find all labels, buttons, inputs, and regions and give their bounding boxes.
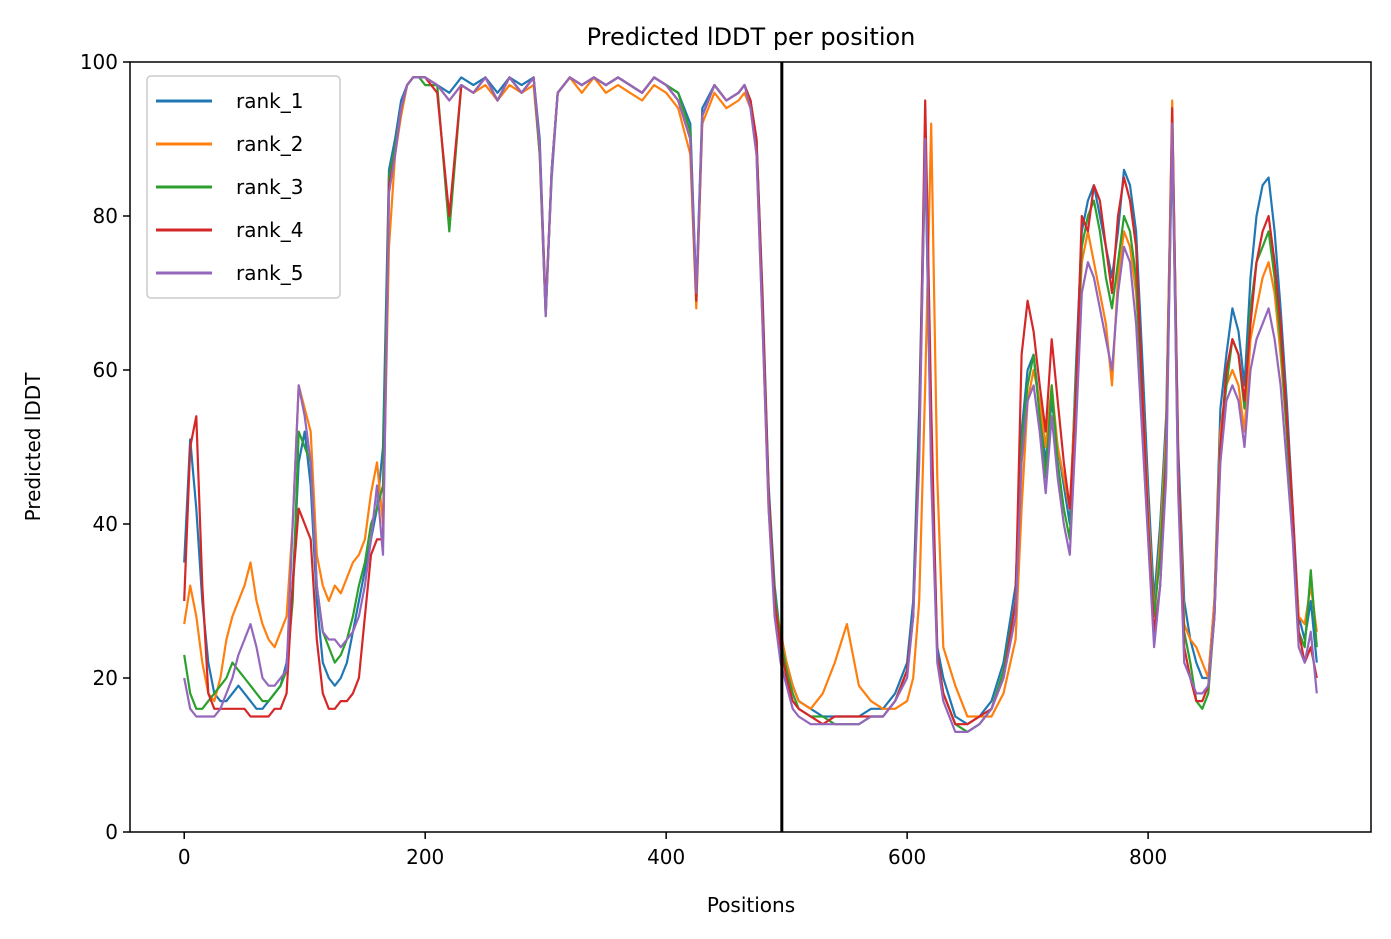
x-axis: 0 200 400 600 800 — [178, 832, 1167, 869]
legend-label-rank_5: rank_5 — [236, 261, 303, 285]
legend-box — [146, 75, 341, 299]
y-tick-label: 40 — [93, 512, 118, 536]
series-layer — [183, 76, 1318, 733]
legend-label-rank_3: rank_3 — [236, 175, 303, 199]
plot-frame — [129, 61, 1372, 833]
x-tick-label: 0 — [178, 845, 191, 869]
y-axis: 0 20 40 60 80 100 — [80, 50, 130, 844]
chart-title: Predicted lDDT per position — [587, 23, 916, 51]
x-axis-label: Positions — [707, 893, 795, 917]
y-tick-label: 100 — [80, 50, 118, 74]
x-tick-label: 400 — [647, 845, 685, 869]
legend-label-rank_4: rank_4 — [236, 218, 303, 242]
x-tick-label: 600 — [888, 845, 926, 869]
y-axis-label: Predicted lDDT — [21, 372, 45, 522]
y-tick-label: 60 — [93, 358, 118, 382]
series-line-rank_5 — [183, 76, 1318, 733]
y-tick-label: 0 — [105, 820, 118, 844]
y-tick-label: 80 — [93, 204, 118, 228]
legend-label-rank_1: rank_1 — [236, 89, 303, 113]
y-tick-label: 20 — [93, 666, 118, 690]
series-line-rank_3 — [183, 76, 1318, 733]
x-tick-label: 200 — [406, 845, 444, 869]
plot-area — [129, 61, 1372, 833]
legend: rank_1 rank_2 rank_3 rank_4 rank_5 — [146, 75, 341, 299]
x-tick-label: 800 — [1129, 845, 1167, 869]
legend-label-rank_2: rank_2 — [236, 132, 303, 156]
